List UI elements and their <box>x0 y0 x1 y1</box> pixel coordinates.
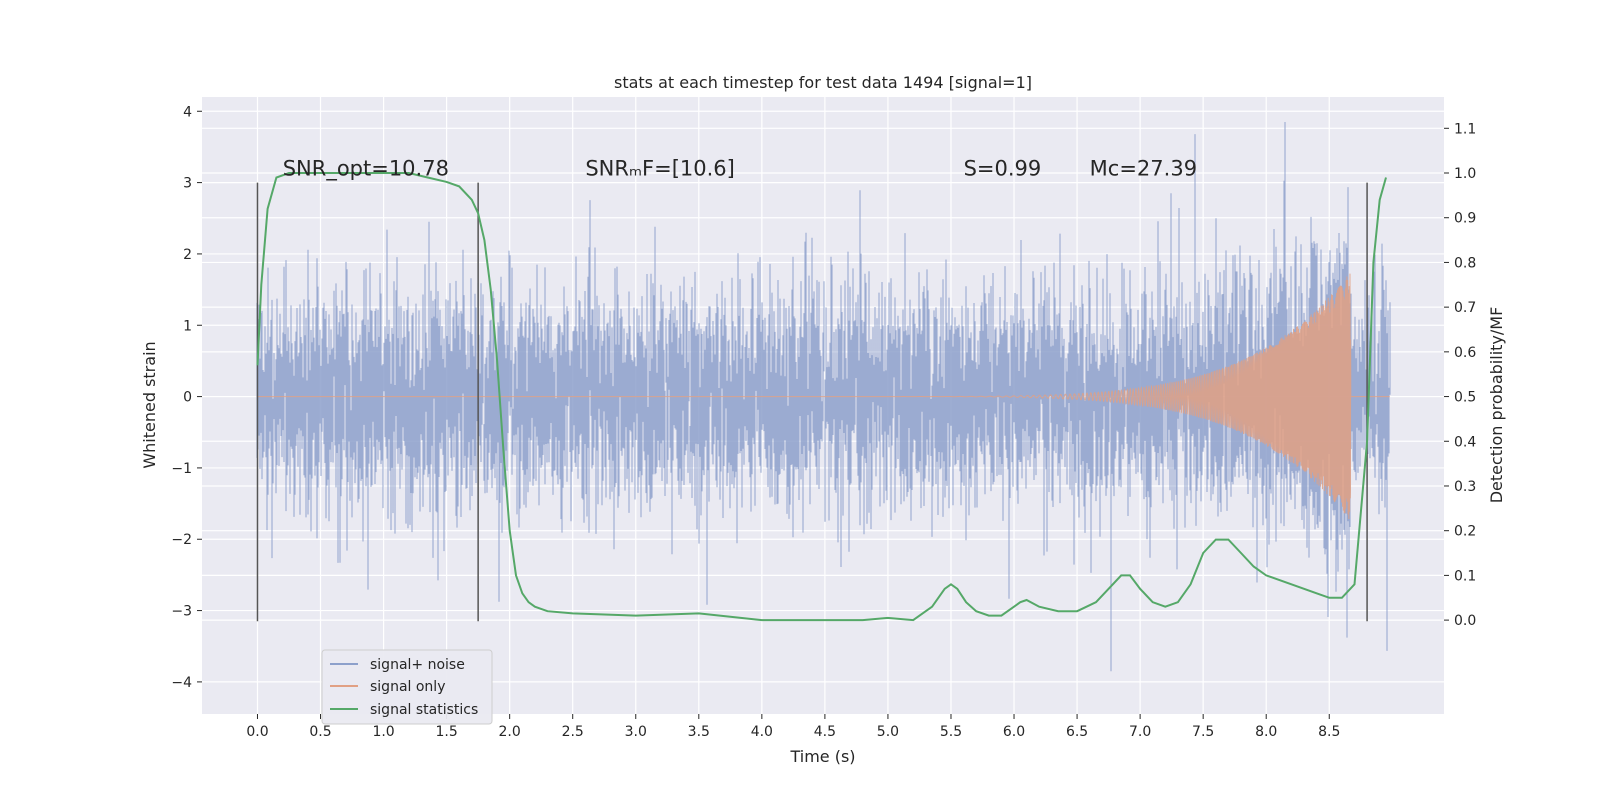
y-tick-label: 3 <box>183 176 192 192</box>
y-right-tick-label: 1.0 <box>1454 166 1476 182</box>
x-tick-label: 8.5 <box>1318 724 1340 740</box>
x-tick-label: 1.0 <box>372 724 394 740</box>
legend-label-signal-plus-noise: signal+ noise <box>370 657 465 673</box>
chart-title: stats at each timestep for test data 149… <box>614 73 1032 92</box>
x-tick-label: 8.0 <box>1255 724 1277 740</box>
y-right-tick-label: 1.1 <box>1454 121 1476 137</box>
vertical-markers <box>256 182 1368 622</box>
series-signal-statistics <box>256 172 1387 622</box>
y-tick-label: 1 <box>183 318 192 334</box>
y-tick-label: −4 <box>171 675 192 691</box>
y-right-tick-label: 0.2 <box>1454 524 1476 540</box>
y-tick-label: 2 <box>183 247 192 263</box>
x-axis-ticks: 0.0 0.5 1.0 1.5 2.0 2.5 3.0 3.5 4.0 4.5 5.0 5.5 6.0 6… <box>246 714 1340 740</box>
y-right-tick-label: 0.6 <box>1454 345 1476 361</box>
x-tick-label: 5.0 <box>877 724 899 740</box>
y-right-tick-label: 0.4 <box>1454 434 1476 450</box>
legend-label-signal-statistics: signal statistics <box>370 702 478 718</box>
x-tick-label: 6.0 <box>1003 724 1025 740</box>
y-tick-label: 0 <box>183 390 192 406</box>
x-tick-label: 5.5 <box>940 724 962 740</box>
x-tick-label: 6.5 <box>1066 724 1088 740</box>
legend-label-signal-only: signal only <box>370 679 445 695</box>
y-right-tick-label: 0.9 <box>1454 211 1476 227</box>
y-tick-label: −2 <box>171 532 192 548</box>
legend-box <box>321 649 493 725</box>
x-tick-label: 0.5 <box>309 724 331 740</box>
y-right-tick-label: 0.5 <box>1454 390 1476 406</box>
series-signal-only <box>256 273 1390 519</box>
x-tick-label: 7.0 <box>1129 724 1151 740</box>
annotation-text: S=0.99 <box>964 156 1042 180</box>
x-tick-label: 3.5 <box>688 724 710 740</box>
y-right-tick-label: 0.0 <box>1454 613 1476 629</box>
y-tick-label: 4 <box>183 104 192 120</box>
annotation-text: Mᴄ=27.39 <box>1090 156 1197 180</box>
y-tick-label: −1 <box>171 461 192 477</box>
legend: signal+ noise signal only signal statist… <box>321 649 493 725</box>
y-tick-label: −3 <box>171 604 192 620</box>
y-right-tick-label: 0.7 <box>1454 300 1476 316</box>
y-right-tick-label: 0.1 <box>1454 568 1476 584</box>
x-tick-label: 3.0 <box>625 724 647 740</box>
x-tick-label: 7.5 <box>1192 724 1214 740</box>
x-axis-label: Time (s) <box>789 747 855 766</box>
annotations: SNR_opt=10.78 SNRₘF=[10.6] S=0.99 Mᴄ=27.39 <box>283 156 1197 181</box>
x-tick-label: 4.5 <box>814 724 836 740</box>
y-right-tick-label: 0.3 <box>1454 479 1476 495</box>
y-axis-ticks: 4 3 2 1 0 −1 −2 −3 −4 <box>171 104 202 691</box>
x-tick-label: 0.0 <box>246 724 268 740</box>
y-right-axis-ticks: 1.1 1.0 0.9 0.8 0.7 0.6 0.5 0.4 0.3 0.2 0.1 0.0 <box>1444 121 1476 629</box>
y-right-tick-label: 0.8 <box>1454 255 1476 271</box>
x-tick-label: 1.5 <box>435 724 457 740</box>
x-tick-label: 2.0 <box>499 724 521 740</box>
y-axis-label: Whitened strain <box>140 341 159 468</box>
x-tick-label: 4.0 <box>751 724 773 740</box>
annotation-text: SNRₘF=[10.6] <box>585 156 735 180</box>
x-tick-label: 2.5 <box>562 724 584 740</box>
y-right-axis-label: Detection probability/MF <box>1487 307 1506 504</box>
annotation-text: SNR_opt=10.78 <box>283 156 449 181</box>
